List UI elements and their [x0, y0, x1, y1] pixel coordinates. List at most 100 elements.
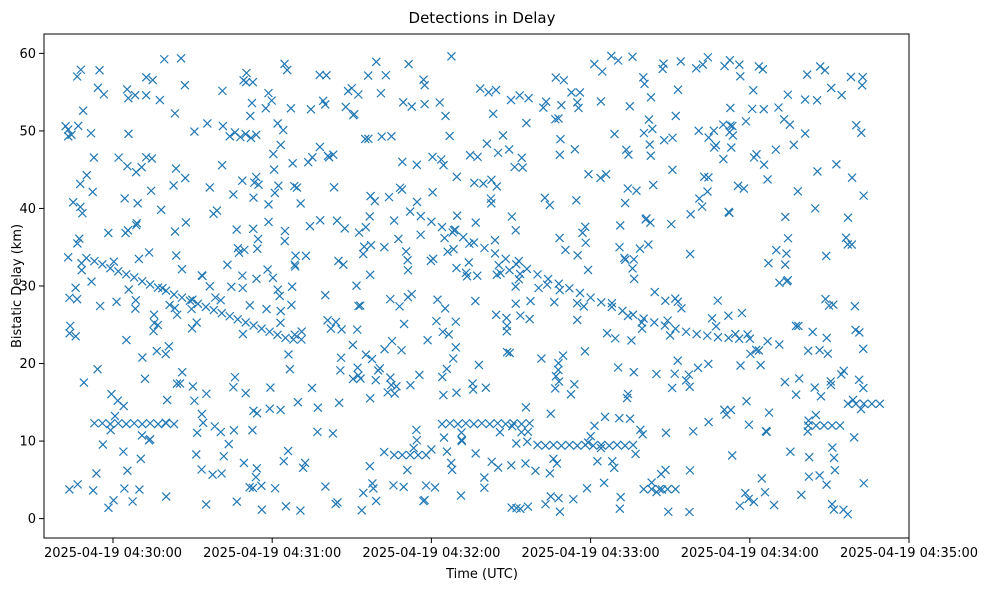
detection-point — [265, 383, 275, 392]
detection-point — [365, 393, 375, 403]
detection-point — [67, 130, 76, 140]
detection-point — [660, 296, 670, 306]
detection-point — [521, 402, 531, 412]
detection-point — [524, 93, 534, 103]
detection-point — [162, 395, 172, 405]
detection-point — [421, 481, 431, 490]
detection-point — [764, 408, 774, 418]
detection-point — [177, 367, 187, 377]
detection-point — [720, 61, 729, 71]
detection-point — [615, 504, 625, 514]
detection-point — [435, 98, 445, 107]
detection-point — [276, 140, 286, 150]
detection-point — [119, 484, 129, 493]
detection-point — [361, 350, 371, 360]
detection-point — [473, 152, 483, 162]
chart-title: Detections in Delay — [409, 9, 556, 27]
detection-point — [165, 300, 175, 310]
detection-point — [328, 429, 338, 438]
detection-point — [457, 435, 467, 445]
detection-point — [65, 293, 74, 303]
detection-point — [321, 482, 330, 491]
detection-point — [607, 456, 617, 466]
detection-point — [133, 198, 143, 208]
detection-point — [843, 239, 853, 249]
detection-point — [548, 454, 558, 464]
detection-point — [613, 363, 623, 372]
detection-point — [511, 299, 521, 309]
detection-point — [397, 345, 406, 355]
detection-point — [783, 275, 793, 285]
detection-point — [103, 228, 113, 238]
detection-point — [614, 413, 624, 423]
detection-point — [685, 507, 694, 517]
detection-point — [859, 478, 869, 488]
detection-point — [265, 327, 274, 337]
detection-point — [741, 116, 751, 126]
detection-point — [292, 183, 302, 193]
detection-point — [264, 88, 273, 98]
detection-point — [652, 369, 661, 379]
detection-point — [361, 222, 371, 232]
detection-point — [613, 56, 623, 65]
detection-point — [485, 419, 495, 429]
detection-point — [88, 485, 98, 495]
detection-point — [803, 346, 813, 356]
detection-point — [124, 129, 133, 139]
detection-point — [156, 205, 166, 215]
detection-point — [673, 85, 683, 95]
detection-point — [703, 187, 712, 197]
detection-point — [545, 200, 555, 210]
detection-point — [113, 418, 123, 428]
detection-point — [153, 419, 163, 429]
detection-point — [541, 97, 551, 107]
detection-point — [478, 179, 488, 189]
detection-point — [137, 276, 147, 286]
detection-point — [719, 405, 729, 415]
detection-point — [573, 250, 583, 260]
detection-point — [837, 90, 847, 100]
detection-point — [783, 90, 793, 100]
detection-point — [515, 269, 525, 279]
detection-point — [472, 271, 482, 281]
detection-point — [300, 458, 310, 468]
detection-point — [612, 440, 622, 450]
detection-point — [780, 260, 790, 270]
detection-point — [217, 160, 227, 170]
detection-point — [219, 451, 229, 461]
detection-point — [628, 264, 637, 273]
detection-point — [381, 70, 391, 80]
detection-point — [610, 333, 620, 343]
detection-point — [707, 313, 717, 323]
detection-point — [112, 297, 121, 307]
detection-point — [229, 425, 239, 435]
detection-point — [511, 439, 521, 448]
detection-point — [353, 90, 363, 99]
detection-point — [671, 484, 680, 494]
detection-point — [268, 149, 278, 159]
detection-point — [331, 499, 341, 509]
detection-point — [444, 329, 454, 339]
detection-point — [387, 131, 396, 141]
detection-point — [280, 236, 290, 246]
detection-point — [153, 320, 163, 330]
detection-point — [68, 197, 78, 207]
detection-point — [736, 361, 745, 370]
detection-point — [625, 414, 635, 424]
detection-point — [313, 427, 322, 437]
detection-point — [647, 484, 657, 494]
detection-point — [580, 346, 590, 356]
detection-point — [193, 299, 203, 309]
detection-point — [804, 452, 814, 462]
detection-point — [440, 233, 449, 243]
detection-point — [522, 437, 532, 447]
detection-point — [358, 488, 368, 498]
detection-point — [446, 458, 456, 468]
detection-point — [149, 326, 158, 336]
detection-point — [137, 353, 147, 363]
detection-point — [657, 485, 667, 494]
detection-point — [812, 95, 822, 105]
detection-point — [623, 184, 633, 193]
detection-point — [522, 264, 532, 274]
detection-point — [815, 471, 824, 480]
